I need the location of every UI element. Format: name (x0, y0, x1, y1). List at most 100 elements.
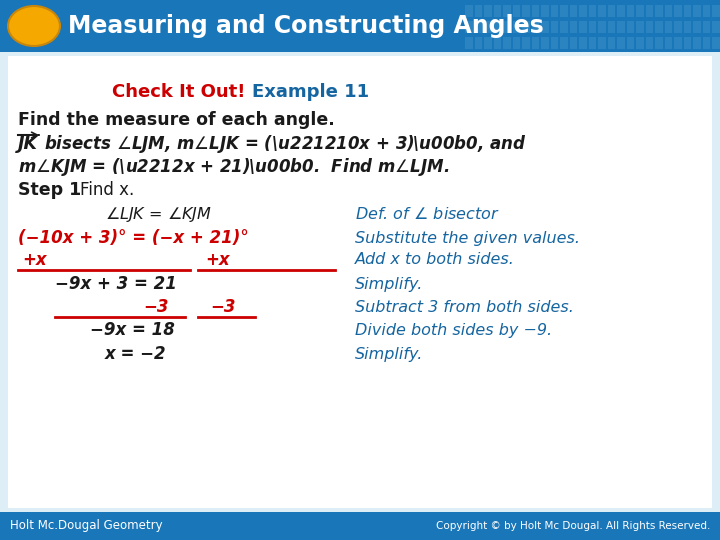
Text: Substitute the given values.: Substitute the given values. (355, 231, 580, 246)
Bar (683, 37, 691, 49)
Text: Measuring and Constructing Angles: Measuring and Constructing Angles (68, 14, 544, 38)
Bar (551, 21, 558, 33)
Bar (617, 21, 624, 33)
Text: +x: +x (22, 251, 47, 269)
Bar (474, 37, 482, 49)
Text: −3: −3 (210, 298, 235, 316)
Bar (493, 21, 501, 33)
Bar (703, 37, 710, 49)
Bar (588, 21, 596, 33)
Bar (531, 21, 539, 33)
Bar (513, 4, 520, 17)
Bar (655, 21, 662, 33)
Text: Holt Mc.Dougal Geometry: Holt Mc.Dougal Geometry (10, 519, 163, 532)
Bar (617, 4, 624, 17)
Bar (608, 21, 615, 33)
Text: Def. of $\angle$ bisector: Def. of $\angle$ bisector (355, 206, 500, 222)
Text: −9x + 3 = 21: −9x + 3 = 21 (55, 275, 177, 293)
Bar (541, 37, 549, 49)
Text: Simplify.: Simplify. (355, 347, 423, 361)
Bar (531, 4, 539, 17)
Bar (560, 21, 567, 33)
Bar (503, 37, 510, 49)
Bar (0, 512, 720, 540)
Text: JK: JK (18, 135, 38, 153)
Bar (570, 37, 577, 49)
Bar (665, 21, 672, 33)
Text: Subtract 3 from both sides.: Subtract 3 from both sides. (355, 300, 574, 314)
Bar (513, 37, 520, 49)
Text: +x: +x (205, 251, 230, 269)
Bar (503, 21, 510, 33)
Bar (474, 4, 482, 17)
Bar (665, 4, 672, 17)
Text: Step 1: Step 1 (18, 181, 81, 199)
Text: m$\angle$KJM = (\u2212x + 21)\u00b0.  Find m$\angle$LJM.: m$\angle$KJM = (\u2212x + 21)\u00b0. Fin… (18, 156, 449, 178)
Bar (503, 4, 510, 17)
Bar (608, 37, 615, 49)
Bar (493, 37, 501, 49)
Text: Divide both sides by −9.: Divide both sides by −9. (355, 322, 552, 338)
Bar (541, 4, 549, 17)
Bar (703, 21, 710, 33)
Bar (636, 4, 644, 17)
Text: Find the measure of each angle.: Find the measure of each angle. (18, 111, 335, 129)
Bar (693, 37, 701, 49)
Text: Simplify.: Simplify. (355, 276, 423, 292)
Bar (484, 37, 492, 49)
Bar (598, 21, 606, 33)
Bar (465, 37, 472, 49)
Bar (551, 4, 558, 17)
Bar (646, 4, 653, 17)
Bar (683, 4, 691, 17)
Bar (588, 37, 596, 49)
Ellipse shape (8, 6, 60, 46)
Bar (608, 4, 615, 17)
Bar (484, 4, 492, 17)
Bar (598, 37, 606, 49)
Text: Example 11: Example 11 (252, 83, 369, 101)
Bar (551, 37, 558, 49)
Bar (560, 37, 567, 49)
Bar (674, 4, 682, 17)
Bar (665, 37, 672, 49)
Bar (560, 4, 567, 17)
Bar (513, 21, 520, 33)
Text: (−10x + 3)° = (−x + 21)°: (−10x + 3)° = (−x + 21)° (18, 229, 248, 247)
Text: Add x to both sides.: Add x to both sides. (355, 253, 515, 267)
Bar (674, 21, 682, 33)
Text: Check It Out!: Check It Out! (112, 83, 252, 101)
Bar (579, 4, 587, 17)
Bar (484, 21, 492, 33)
Bar (655, 4, 662, 17)
Bar (0, 52, 720, 512)
Bar (626, 37, 634, 49)
Bar (579, 21, 587, 33)
Bar (0, 0, 720, 52)
Bar (674, 37, 682, 49)
Bar (712, 21, 719, 33)
Bar (570, 21, 577, 33)
Bar (588, 4, 596, 17)
Bar (570, 4, 577, 17)
Bar (531, 37, 539, 49)
Bar (693, 21, 701, 33)
Bar (626, 4, 634, 17)
Bar (636, 37, 644, 49)
Bar (655, 37, 662, 49)
Bar (465, 21, 472, 33)
Text: $\angle$LJK = $\angle$KJM: $\angle$LJK = $\angle$KJM (105, 205, 212, 224)
Bar (712, 4, 719, 17)
Bar (522, 37, 529, 49)
Bar (522, 21, 529, 33)
Text: Copyright © by Holt Mc Dougal. All Rights Reserved.: Copyright © by Holt Mc Dougal. All Right… (436, 521, 710, 531)
Bar (626, 21, 634, 33)
Text: −9x = 18: −9x = 18 (90, 321, 175, 339)
Text: −3: −3 (143, 298, 168, 316)
Bar (703, 4, 710, 17)
Bar (493, 4, 501, 17)
Text: Find x.: Find x. (80, 181, 134, 199)
Bar (465, 4, 472, 17)
Bar (579, 37, 587, 49)
Bar (683, 21, 691, 33)
